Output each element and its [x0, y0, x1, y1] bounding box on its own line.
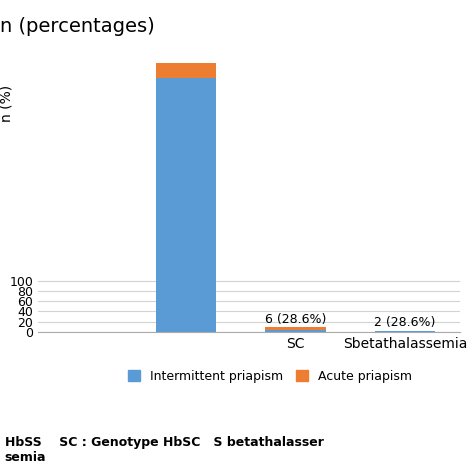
- Bar: [156, 78, 216, 332]
- Legend: Intermittent priapism, Acute priapism: Intermittent priapism, Acute priapism: [123, 365, 417, 388]
- Bar: [265, 327, 326, 330]
- Text: 2 (28.6%): 2 (28.6%): [374, 316, 436, 329]
- Bar: [156, 63, 216, 78]
- Text: HbSS    SC : Genotype HbSC   S betathalasser
semia: HbSS SC : Genotype HbSC S betathalasser …: [5, 436, 324, 464]
- Bar: [375, 331, 435, 332]
- Text: n (%): n (%): [0, 85, 14, 122]
- Text: n (percentages): n (percentages): [0, 17, 155, 36]
- Text: 6 (28.6%): 6 (28.6%): [265, 313, 326, 326]
- Bar: [265, 330, 326, 332]
